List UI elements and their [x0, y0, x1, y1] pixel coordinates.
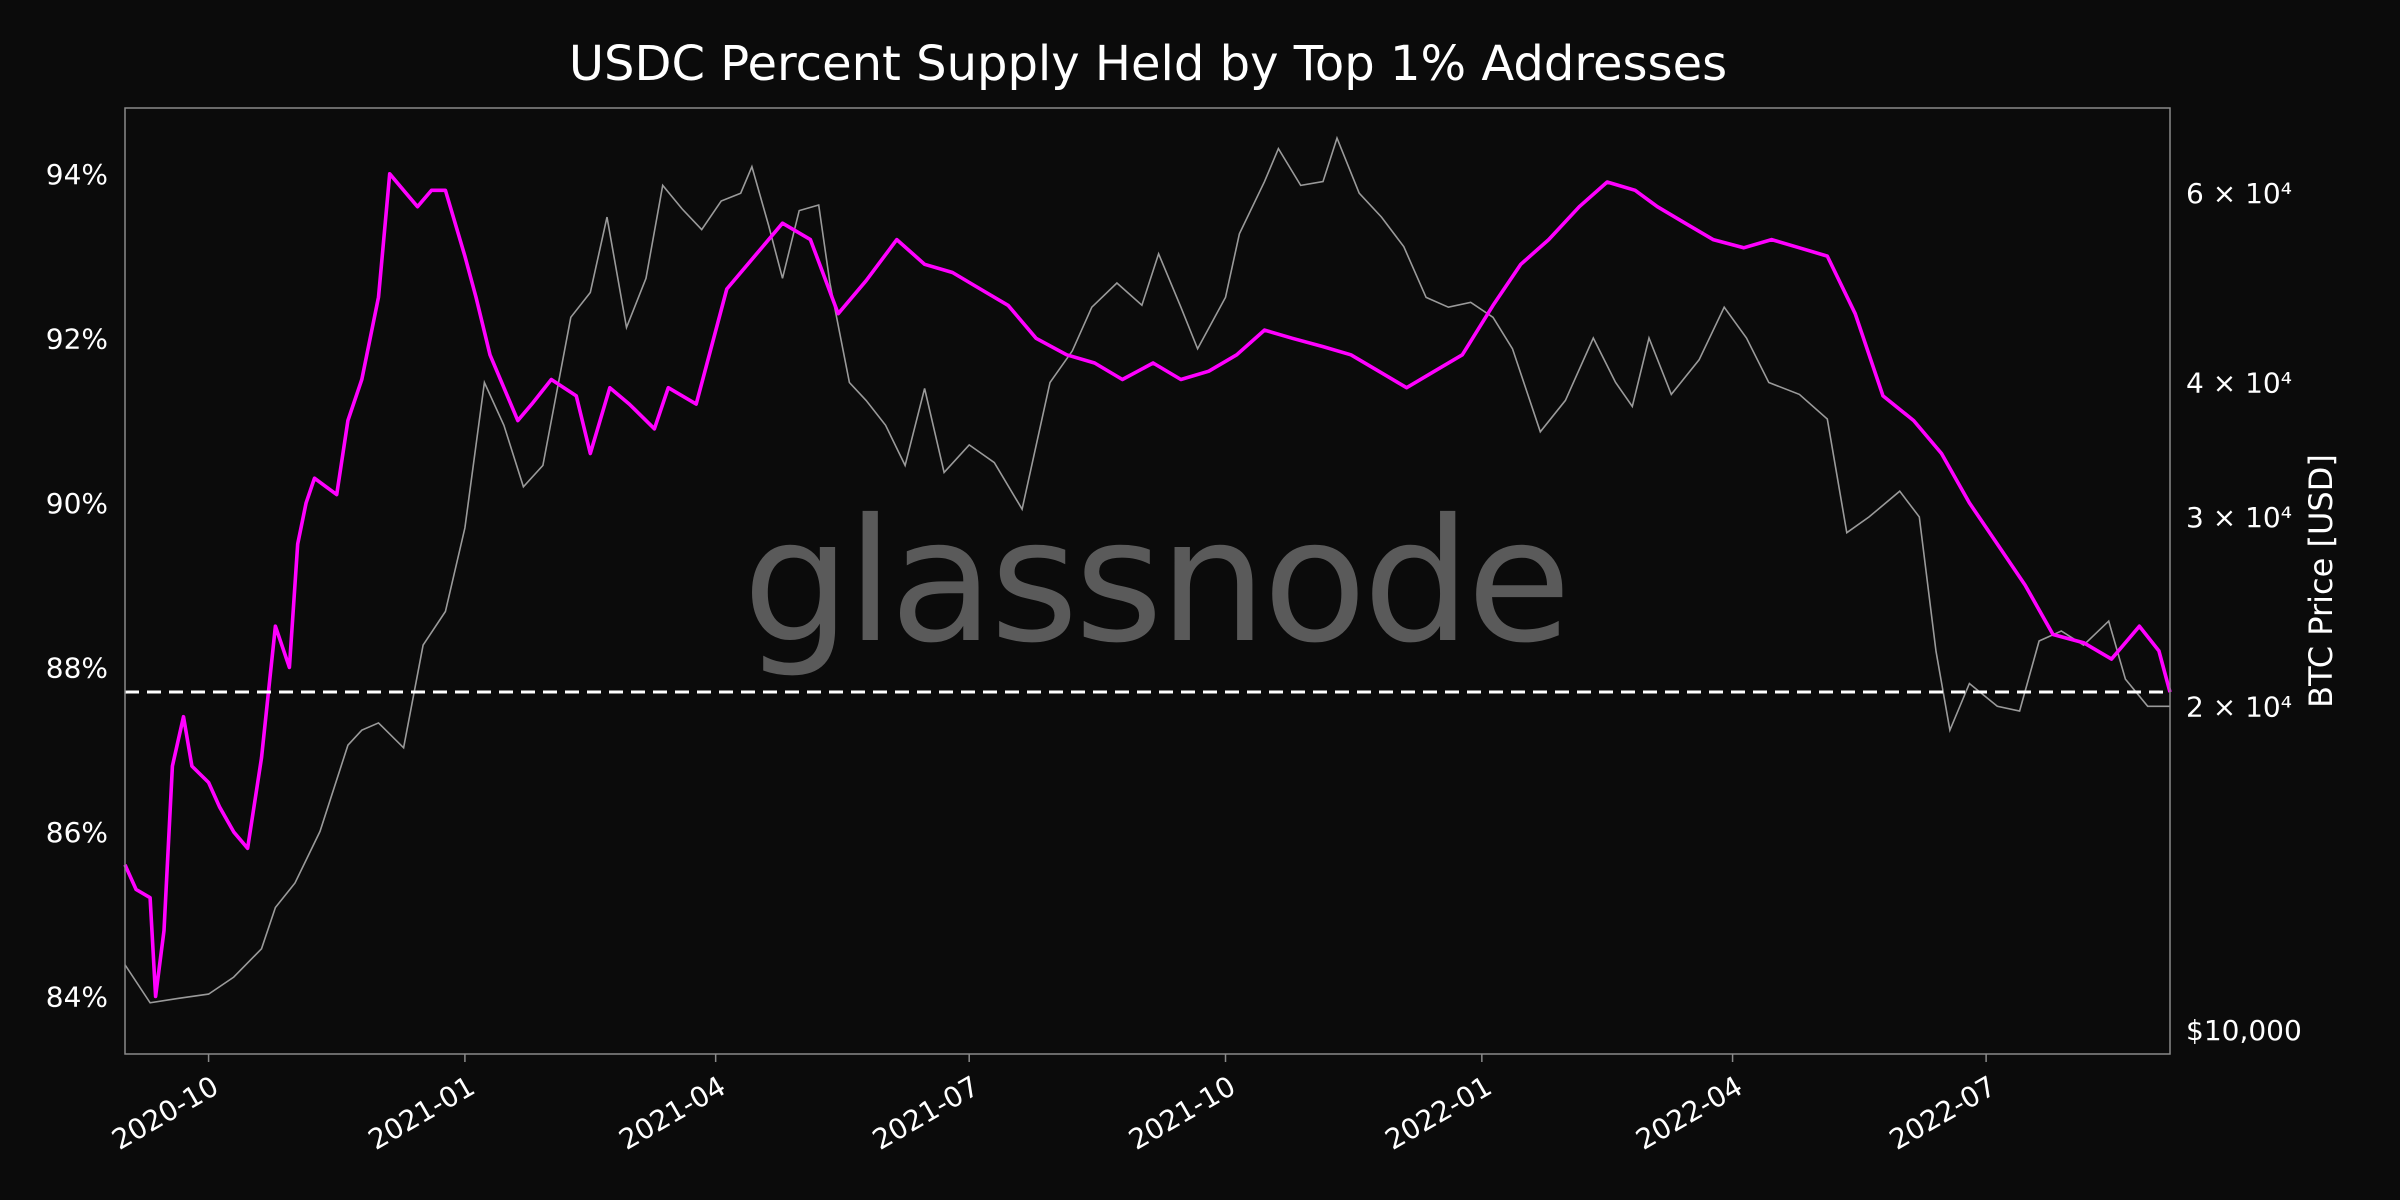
right-axis-ticks: $10,000 2 × 10⁴ 3 × 10⁴ 4 × 10⁴ 6 × 10⁴ — [2186, 177, 2302, 1047]
left-tick-label: 90% — [46, 487, 108, 520]
glassnode-watermark: glassnode — [743, 483, 1568, 681]
series-line-top1pct-supply — [123, 172, 2172, 999]
right-tick-label: 4 × 10⁴ — [2186, 367, 2292, 400]
right-tick-label: 2 × 10⁴ — [2186, 690, 2292, 723]
plot-frame — [124, 107, 2171, 1055]
series-line-btc-price — [124, 135, 2170, 1004]
chart-title: USDC Percent Supply Held by Top 1% Addre… — [569, 36, 1727, 92]
left-axis-ticks: 84% 86% 88% 90% 92% 94% — [46, 158, 108, 1014]
right-tick-label: $10,000 — [2186, 1014, 2302, 1047]
right-axis-label: BTC Price [USD] — [2302, 454, 2340, 708]
left-tick-label: 86% — [46, 816, 108, 849]
left-tick-label: 88% — [46, 651, 108, 684]
left-tick-label: 92% — [46, 322, 108, 355]
right-tick-label: 6 × 10⁴ — [2186, 177, 2292, 210]
left-tick-label: 94% — [46, 158, 108, 191]
left-tick-label: 84% — [46, 980, 108, 1013]
right-tick-label: 3 × 10⁴ — [2186, 501, 2292, 534]
